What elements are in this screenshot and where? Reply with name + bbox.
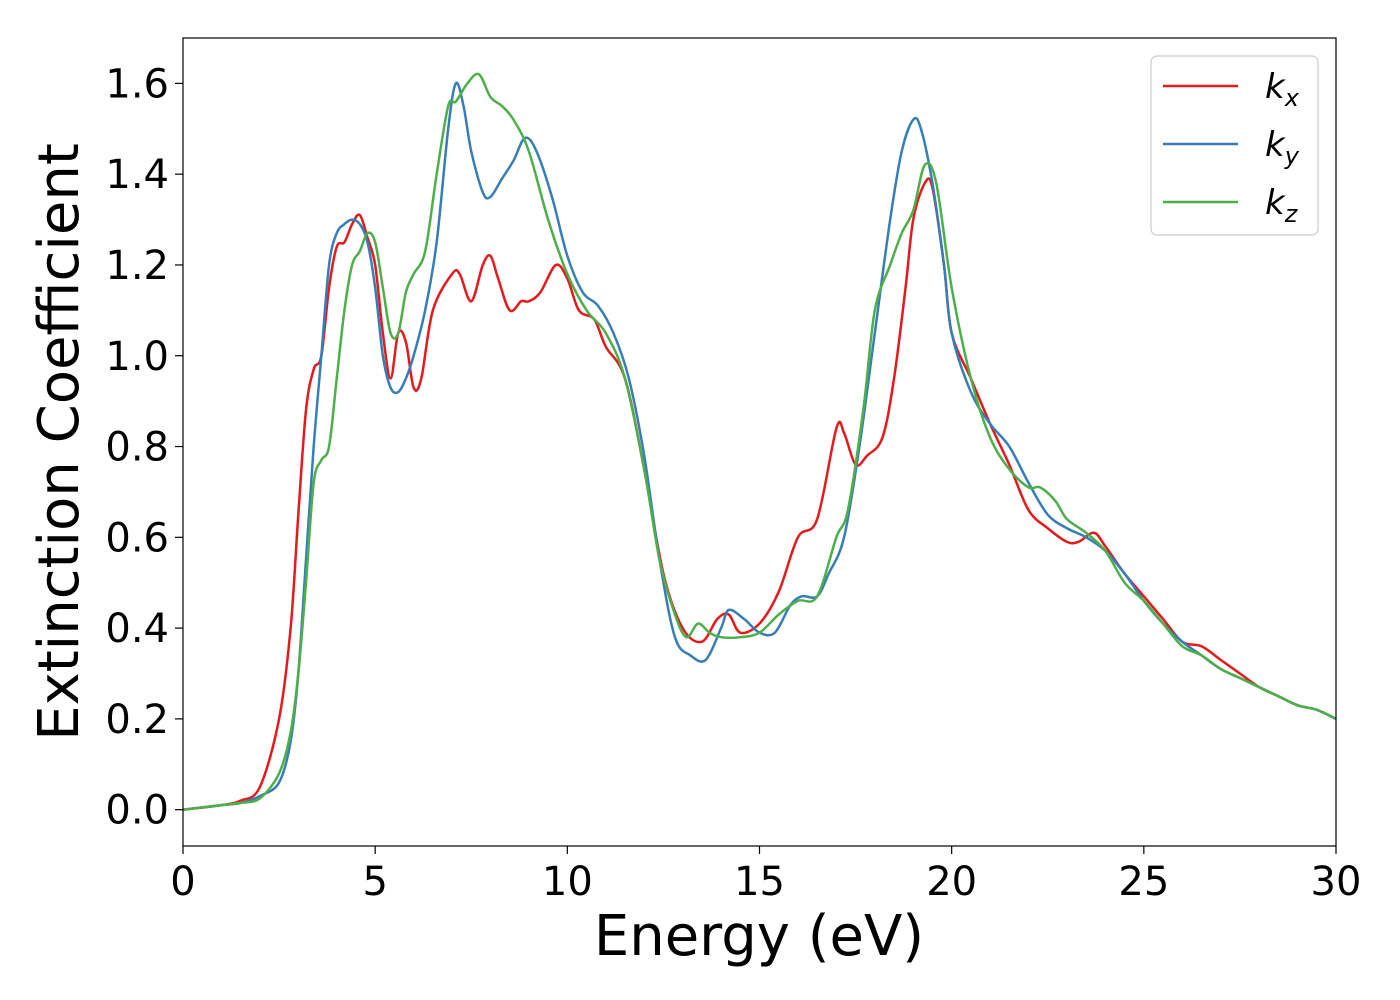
legend-label-k-x: kx	[1265, 67, 1300, 112]
legend-label-k-z: kz	[1265, 183, 1299, 228]
y-axis-title: Extinction Coefficient	[27, 143, 92, 741]
x-tick-label: 20	[926, 859, 977, 905]
legend-label-k-y: ky	[1265, 125, 1300, 170]
y-tick-label: 1.0	[105, 334, 169, 380]
x-tick-label: 25	[1118, 859, 1169, 905]
plot-area	[183, 38, 1336, 846]
y-tick-label: 1.4	[105, 152, 169, 198]
x-tick-label: 5	[362, 859, 387, 905]
x-tick-label: 0	[170, 859, 195, 905]
y-tick-label: 1.6	[105, 61, 169, 107]
series-layer	[182, 72, 1337, 811]
x-tick-label: 30	[1311, 859, 1362, 905]
y-tick-label: 0.4	[105, 606, 169, 652]
x-axis-ticks: 0 5 10 15 20 25 30	[170, 846, 1361, 905]
y-tick-label: 0.6	[105, 515, 169, 561]
y-tick-label: 0.2	[105, 697, 169, 743]
y-tick-label: 1.2	[105, 243, 169, 289]
x-tick-label: 10	[542, 859, 593, 905]
legend-box	[1150, 55, 1319, 236]
series-line-k-z	[182, 72, 1337, 811]
y-tick-label: 0.8	[105, 425, 169, 471]
y-tick-label: 0.0	[105, 788, 169, 834]
legend: kx ky kz	[1150, 55, 1319, 236]
y-axis-ticks: 0.0 0.2 0.4 0.6 0.8 1.0 1.2 1.4 1.6	[105, 61, 183, 834]
x-axis-title: Energy (eV)	[594, 904, 924, 969]
x-tick-label: 15	[734, 859, 785, 905]
